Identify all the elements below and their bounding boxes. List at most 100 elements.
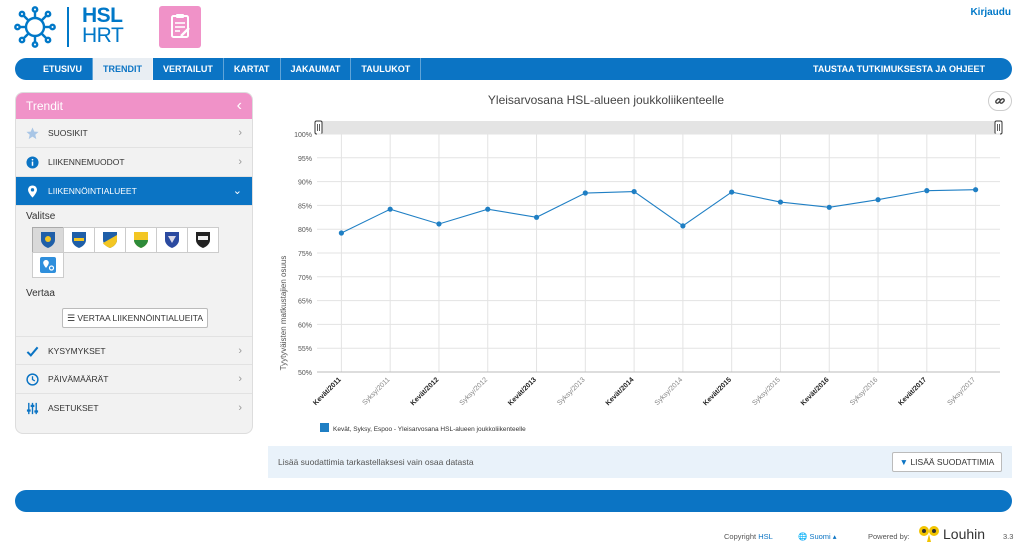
- sidebar-item-label: LIIKENNÖINTIALUEET: [48, 186, 137, 196]
- data-point[interactable]: [387, 206, 393, 212]
- bottom-bar: [15, 490, 1012, 512]
- vantaa-crest-icon: [103, 232, 117, 248]
- hsl-sun-logo-icon[interactable]: [14, 6, 56, 48]
- share-link-button[interactable]: [988, 91, 1012, 111]
- version: 3.3: [1003, 532, 1014, 541]
- data-point[interactable]: [582, 190, 588, 196]
- data-point[interactable]: [875, 197, 881, 203]
- kirkkonummi-crest-icon: [196, 232, 210, 248]
- chart-container: 100% 95% 90% 85% 80% 75% 70% 65% 60% 55% 50% Kevät…: [268, 118, 1012, 438]
- area-kerava-crest[interactable]: [156, 227, 188, 253]
- tab-kartat[interactable]: KARTAT: [224, 58, 281, 80]
- chevron-right-icon: ›: [238, 127, 242, 139]
- area-kauniainen-crest[interactable]: [125, 227, 157, 253]
- data-point[interactable]: [924, 188, 930, 194]
- tab-jakaumat[interactable]: JAKAUMAT: [281, 58, 352, 80]
- x-tick-label: Syksy/2016: [849, 376, 880, 407]
- chart-title: Yleisarvosana HSL-alueen joukkoliikentee…: [487, 93, 725, 107]
- data-point[interactable]: [680, 223, 686, 229]
- compare-areas-button[interactable]: ☰ VERTAA LIIKENNÖINTIALUEITA: [62, 308, 208, 328]
- filter-bar: Lisää suodattimia tarkastellaksesi vain …: [268, 446, 1012, 478]
- sidebar-item-asetukset[interactable]: ASETUKSET ›: [16, 394, 252, 423]
- data-point[interactable]: [777, 199, 784, 205]
- logo-divider: [67, 7, 69, 47]
- list-icon: ☰: [66, 313, 76, 323]
- zoom-handle-right[interactable]: [994, 120, 1003, 135]
- sliders-icon: [26, 402, 39, 415]
- area-kirkkonummi-crest[interactable]: [187, 227, 219, 253]
- louhin-logo[interactable]: Louhin: [918, 524, 985, 544]
- data-point[interactable]: [973, 187, 979, 193]
- tab-etusivu[interactable]: ETUSIVU: [33, 58, 94, 80]
- helsinki-crest-icon: [72, 232, 86, 248]
- tab-taulukot[interactable]: TAULUKOT: [351, 58, 422, 80]
- x-tick-label: Kevät/2016: [800, 376, 831, 407]
- y-tick-label: 80%: [298, 227, 312, 234]
- filter-icon: ▼: [899, 457, 909, 467]
- header: HSL HRT Kirjaudu: [0, 0, 1023, 56]
- line-chart: 100% 95% 90% 85% 80% 75% 70% 65% 60% 55% 50% Kevät…: [279, 120, 1003, 433]
- add-filters-button[interactable]: ▼ LISÄÄ SUODATTIMIA: [892, 452, 1002, 472]
- area-espoo-crest[interactable]: [32, 227, 64, 253]
- location-pin-icon: [28, 185, 37, 198]
- x-tick-label: Kevät/2015: [702, 376, 733, 407]
- y-tick-label: 85%: [298, 203, 312, 210]
- espoo-crest-icon: [41, 232, 55, 248]
- x-tick-label: Kevät/2011: [312, 376, 343, 407]
- main-navigation: ETUSIVU TRENDIT VERTAILUT KARTAT JAKAUMA…: [15, 58, 1012, 80]
- x-tick-label: Syksy/2011: [361, 376, 391, 406]
- data-point[interactable]: [338, 230, 344, 236]
- chevron-right-icon: ›: [238, 156, 242, 168]
- y-tick-label: 70%: [298, 275, 312, 282]
- zoom-navigator[interactable]: [317, 121, 1000, 134]
- data-point[interactable]: [826, 204, 832, 210]
- globe-icon: 🌐: [798, 532, 808, 541]
- region-location-icon: [40, 257, 56, 273]
- info-icon: [26, 156, 39, 169]
- tab-trendit[interactable]: TRENDIT: [93, 58, 154, 80]
- link-icon: [995, 98, 1005, 104]
- chevron-left-icon[interactable]: ‹: [236, 97, 242, 114]
- x-tick-label: Syksy/2015: [751, 376, 782, 407]
- sidebar-item-paivamaarat[interactable]: PÄIVÄMÄÄRÄT ›: [16, 365, 252, 394]
- sidebar: Trendit ‹ SUOSIKIT › LIIKENNEMUODOT › LI…: [15, 92, 253, 434]
- x-tick-label: Kevät/2013: [507, 376, 538, 407]
- sidebar-header: Trendit ‹: [16, 93, 252, 119]
- sidebar-item-label: PÄIVÄMÄÄRÄT: [48, 374, 109, 384]
- sidebar-item-label: SUOSIKIT: [48, 128, 88, 138]
- sidebar-item-label: LIIKENNEMUODOT: [48, 157, 125, 167]
- clock-icon: [26, 373, 39, 386]
- add-filters-label: LISÄÄ SUODATTIMIA: [910, 457, 995, 467]
- area-seutu-pin[interactable]: [32, 252, 64, 278]
- data-point[interactable]: [436, 221, 442, 227]
- kauniainen-crest-icon: [134, 232, 148, 248]
- tab-vertailut[interactable]: VERTAILUT: [153, 58, 224, 80]
- sidebar-item-suosikit[interactable]: SUOSIKIT ›: [16, 119, 252, 148]
- chevron-down-icon: ⌄: [232, 185, 242, 197]
- language-selector[interactable]: 🌐 Suomi ▴: [798, 532, 837, 541]
- x-tick-label: Syksy/2013: [556, 376, 587, 407]
- sidebar-item-liikennointialueet[interactable]: LIIKENNÖINTIALUEET ⌄: [16, 177, 252, 206]
- data-point[interactable]: [533, 214, 540, 220]
- sidebar-item-kysymykset[interactable]: KYSYMYKSET ›: [16, 336, 252, 365]
- legend-label[interactable]: Kevät, Syksy, Espoo - Yleisarvosana HSL-…: [333, 426, 526, 433]
- sidebar-item-liikennemuodot[interactable]: LIIKENNEMUODOT ›: [16, 148, 252, 177]
- background-info-link[interactable]: TAUSTAA TUTKIMUKSESTA JA OHJEET: [812, 64, 985, 74]
- sidebar-title: Trendit: [26, 99, 63, 113]
- y-tick-label: 75%: [298, 251, 312, 258]
- y-tick-label: 95%: [298, 156, 312, 163]
- sidebar-item-label: KYSYMYKSET: [48, 346, 106, 356]
- data-point[interactable]: [485, 206, 491, 212]
- data-point[interactable]: [729, 189, 735, 195]
- area-vantaa-crest[interactable]: [94, 227, 126, 253]
- legend-swatch[interactable]: [320, 423, 329, 432]
- check-icon: [26, 346, 39, 357]
- copyright-link[interactable]: HSL: [758, 532, 773, 541]
- area-helsinki-crest[interactable]: [63, 227, 95, 253]
- louhin-owl-icon: [919, 526, 939, 542]
- data-point[interactable]: [631, 188, 637, 195]
- login-link[interactable]: Kirjaudu: [970, 7, 1011, 18]
- chevron-right-icon: ›: [238, 373, 242, 385]
- hsl-hrt-logo[interactable]: HSL HRT: [82, 5, 124, 46]
- zoom-handle-left[interactable]: [314, 120, 323, 135]
